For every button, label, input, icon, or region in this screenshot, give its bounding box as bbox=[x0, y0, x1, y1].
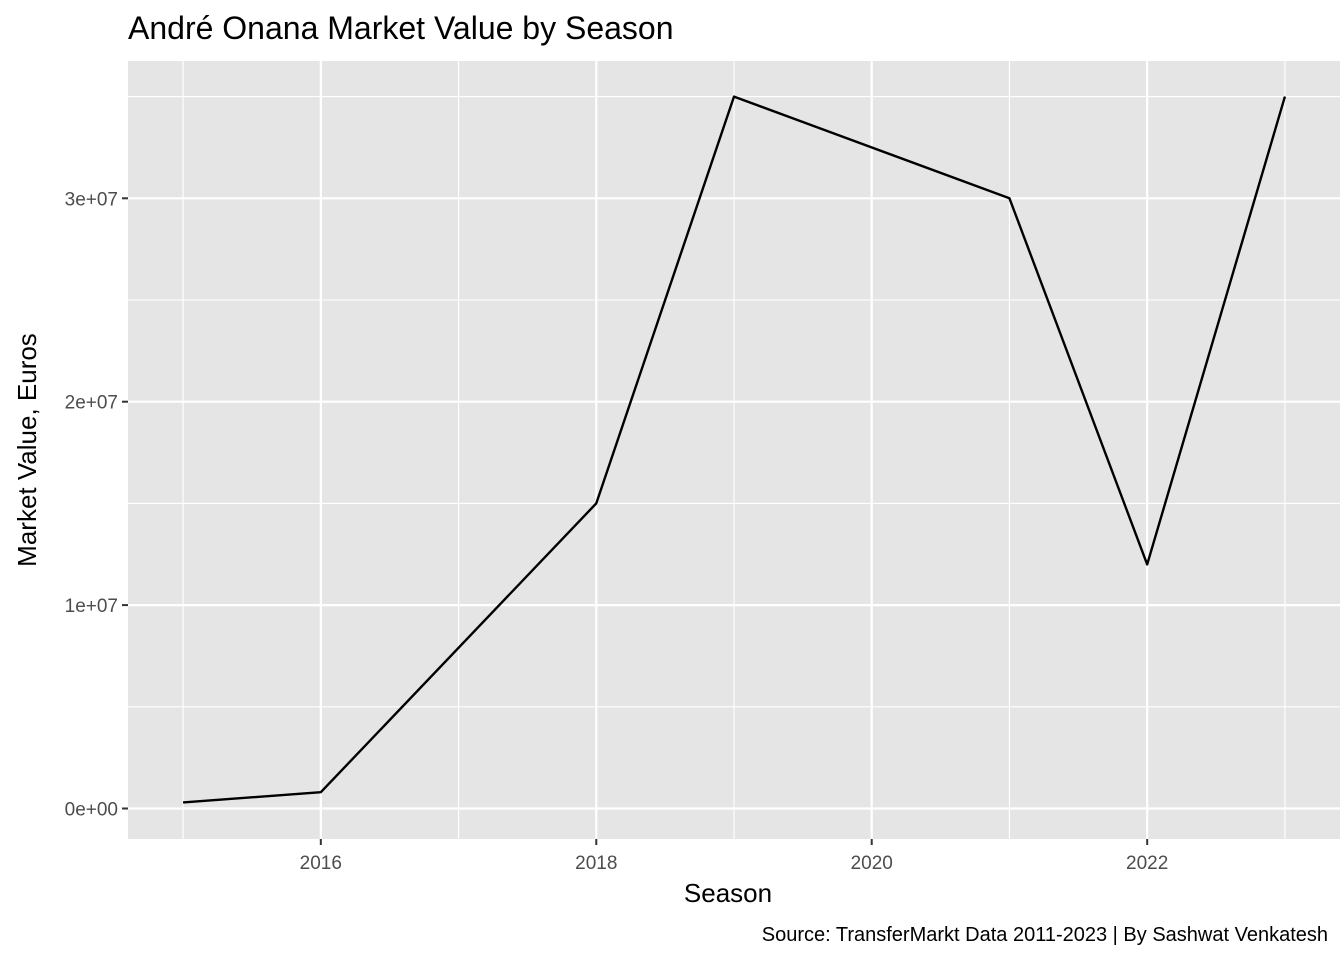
y-tick-label: 2e+07 bbox=[65, 393, 118, 414]
y-tick-label: 0e+00 bbox=[65, 799, 118, 820]
x-tick-label: 2022 bbox=[1126, 853, 1168, 874]
major-gridlines bbox=[128, 61, 1340, 839]
chart-caption: Source: TransferMarkt Data 2011-2023 | B… bbox=[762, 924, 1328, 946]
y-tick-label: 1e+07 bbox=[65, 596, 118, 617]
series-layer bbox=[183, 95, 1287, 804]
series-line-1 bbox=[183, 95, 1287, 804]
minor-gridlines bbox=[128, 61, 1340, 839]
x-axis-title: Season bbox=[684, 878, 772, 908]
x-tick-label: 2020 bbox=[851, 853, 893, 874]
x-tick-label: 2016 bbox=[300, 853, 342, 874]
chart-title: André Onana Market Value by Season bbox=[128, 10, 674, 46]
y-tick-label: 3e+07 bbox=[65, 189, 118, 210]
x-axis: 2016 2018 2020 2022 bbox=[300, 839, 1168, 874]
y-axis-title: Market Value, Euros bbox=[12, 333, 42, 567]
y-axis: 0e+00 1e+07 2e+07 3e+07 bbox=[65, 189, 128, 820]
x-tick-label: 2018 bbox=[575, 853, 617, 874]
